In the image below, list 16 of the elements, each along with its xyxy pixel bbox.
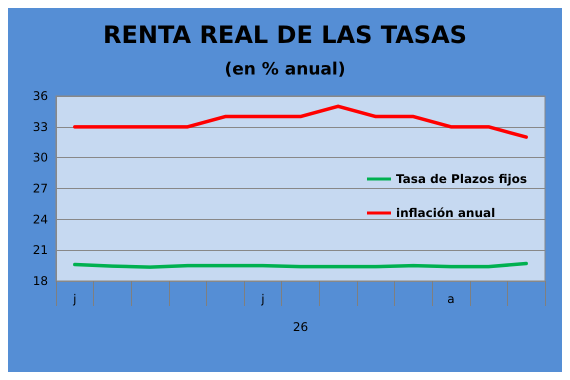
line-series (73, 104, 528, 139)
x-axis-title: 26 (292, 320, 308, 334)
y-tick-label: 21 (32, 243, 48, 258)
x-tick-label: a (447, 292, 455, 306)
y-tick-label: 27 (32, 182, 48, 196)
y-tick-label: 18 (32, 274, 48, 288)
chart-subtitle: (en % anual) (224, 60, 346, 80)
legend-label: inflación anual (396, 206, 496, 220)
y-tick-label: 24 (32, 212, 48, 226)
x-tick-label: j (260, 292, 265, 306)
y-tick-label: 30 (32, 150, 48, 165)
chart-title: RENTA REAL DE LAS TASAS (103, 21, 467, 49)
y-tick-label: 36 (32, 89, 48, 103)
legend-label: Tasa de Plazos fijos (396, 172, 528, 186)
x-tick-label: j (72, 292, 76, 306)
y-tick-label: 33 (32, 120, 48, 134)
